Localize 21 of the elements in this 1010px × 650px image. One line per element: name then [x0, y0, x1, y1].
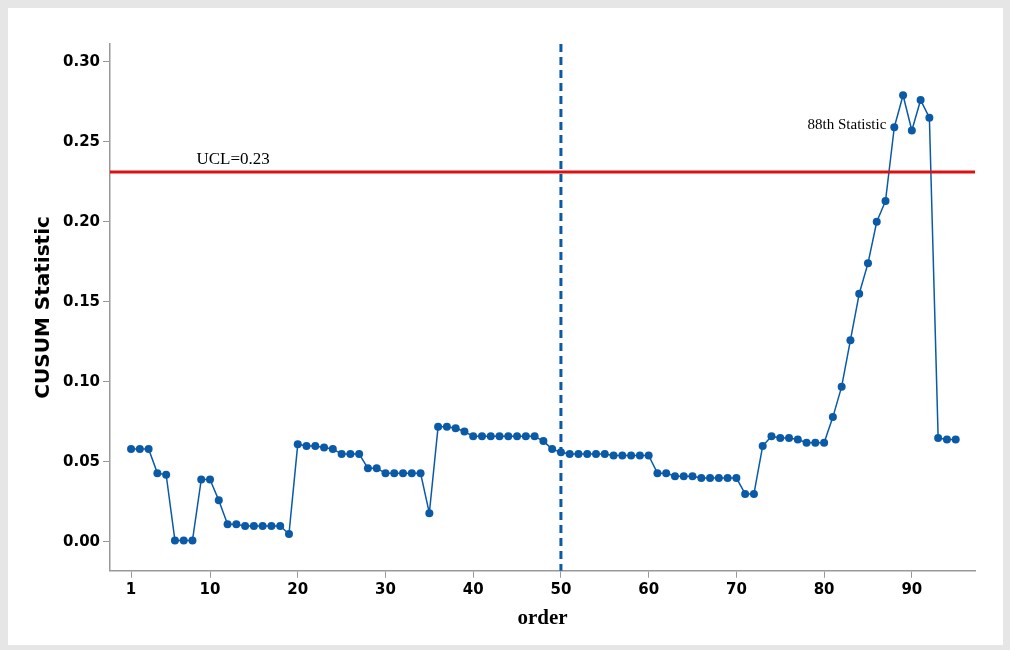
y-tick-label: 0.25	[62, 131, 101, 150]
y-tick-label: 0.00	[62, 531, 101, 550]
x-tick-label: 1	[125, 579, 137, 598]
x-axis-title: order	[517, 604, 568, 629]
x-tick-label: 30	[375, 579, 396, 598]
x-tick-label: 50	[550, 579, 572, 598]
y-axis-title: CUSUM Statistic	[30, 216, 55, 399]
x-tick-label: 80	[813, 579, 835, 598]
y-tick-label: 0.20	[62, 211, 101, 230]
y-tick-label: 0.10	[62, 371, 101, 390]
x-tick-label: 70	[725, 579, 747, 598]
x-tick-label: 60	[638, 579, 660, 598]
y-tick-label: 0.15	[62, 291, 101, 310]
y-tick-label: 0.30	[62, 51, 101, 70]
ref-line-label: UCL=0.23	[196, 149, 270, 169]
x-tick-label: 10	[199, 579, 221, 598]
x-tick-label: 90	[901, 579, 923, 598]
x-tick-label: 20	[287, 579, 309, 598]
x-tick-label: 40	[462, 579, 484, 598]
annotation: 88th Statistic	[807, 116, 887, 133]
y-tick-label: 0.05	[62, 451, 101, 470]
